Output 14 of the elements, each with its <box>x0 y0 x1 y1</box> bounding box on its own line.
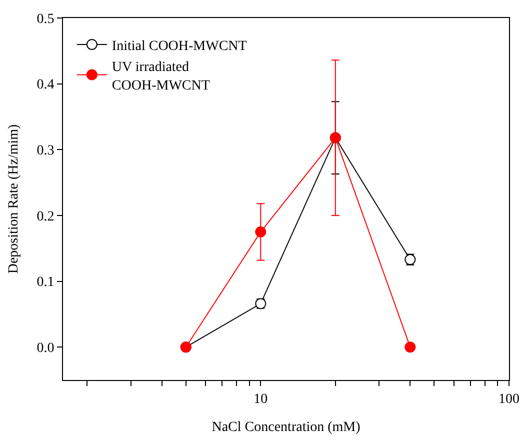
point <box>404 342 416 353</box>
y-tick-label: 0.5 <box>36 12 54 27</box>
x-tick-label: 10 <box>254 392 268 407</box>
y-tick-label: 0.0 <box>36 340 54 356</box>
legend-label: Initial COOH-MWCNT <box>112 38 248 54</box>
legend-label: UV irradiated COOH-MWCNT <box>112 60 210 94</box>
y-axis-title: Deposition Rate (Hz/mim) <box>6 124 22 274</box>
point <box>255 226 266 238</box>
y-tick-label: 0.1 <box>36 275 54 290</box>
y-tick-label: 0.2 <box>36 209 54 224</box>
y-tick-label: 0.3 <box>36 144 54 159</box>
x-axis-title: NaCl Concentration (mM) <box>212 420 361 436</box>
x-tick-label: 100 <box>498 392 520 407</box>
y-tick-label: 0.4 <box>36 78 54 93</box>
